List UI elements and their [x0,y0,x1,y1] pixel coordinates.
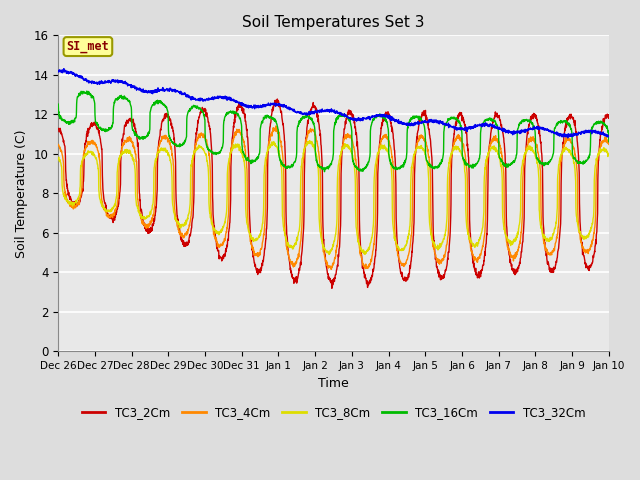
Title: Soil Temperatures Set 3: Soil Temperatures Set 3 [243,15,425,30]
X-axis label: Time: Time [318,377,349,390]
Text: SI_met: SI_met [67,40,109,53]
Y-axis label: Soil Temperature (C): Soil Temperature (C) [15,129,28,258]
Legend: TC3_2Cm, TC3_4Cm, TC3_8Cm, TC3_16Cm, TC3_32Cm: TC3_2Cm, TC3_4Cm, TC3_8Cm, TC3_16Cm, TC3… [77,401,590,424]
